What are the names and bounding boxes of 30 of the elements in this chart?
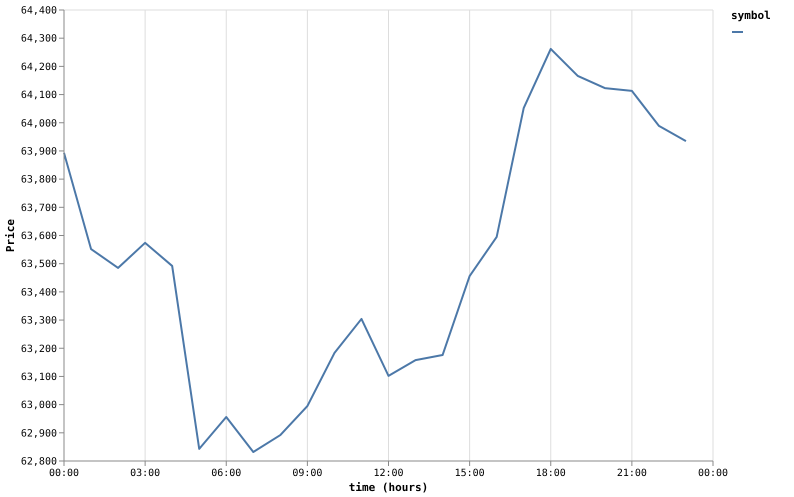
- y-tick-label: 63,400: [20, 287, 57, 298]
- y-tick-label: 64,400: [20, 6, 57, 16]
- y-tick-label: 63,700: [20, 202, 57, 214]
- y-tick-label: 63,600: [20, 231, 57, 242]
- x-tick-label: 18:00: [536, 468, 566, 479]
- y-tick-label: 63,900: [20, 146, 57, 158]
- x-tick-label: 21:00: [616, 468, 647, 479]
- y-tick-label: 63,000: [20, 400, 57, 412]
- y-tick-label: 63,100: [20, 372, 57, 383]
- y-tick-label: 63,200: [20, 344, 57, 355]
- line-series: [63, 48, 687, 453]
- x-tick-label: 12:00: [373, 468, 404, 479]
- y-tick-label: 64,200: [20, 62, 57, 73]
- legend-title: symbol: [731, 9, 771, 22]
- x-tick-label: 03:00: [130, 468, 160, 479]
- y-tick-label: 63,300: [20, 316, 57, 327]
- y-tick-label: 63,800: [20, 174, 57, 186]
- y-tick-label: 63,500: [20, 259, 57, 270]
- x-axis-title: time (hours): [348, 481, 428, 494]
- x-tick-label: 15:00: [454, 468, 485, 479]
- y-axis-title: Price: [4, 218, 17, 252]
- y-tick-label: 64,100: [20, 90, 57, 102]
- y-tick-label: 62,800: [20, 456, 57, 468]
- y-tick-label: 64,300: [20, 34, 57, 45]
- x-tick-label: 09:00: [292, 468, 322, 479]
- y-tick-label: 64,000: [20, 118, 57, 130]
- x-tick-label: 06:00: [211, 468, 242, 479]
- x-tick-label: 00:00: [698, 468, 728, 479]
- x-tick-label: 00:00: [48, 468, 80, 479]
- y-tick-label: 62,900: [20, 428, 57, 440]
